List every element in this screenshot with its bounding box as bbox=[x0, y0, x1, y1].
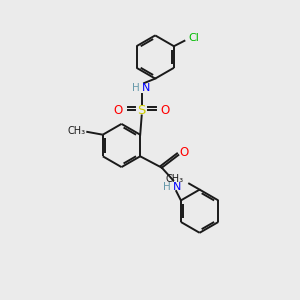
Text: O: O bbox=[180, 146, 189, 159]
Text: O: O bbox=[113, 103, 123, 117]
Text: CH₃: CH₃ bbox=[166, 174, 184, 184]
Text: N: N bbox=[173, 182, 181, 192]
Text: O: O bbox=[161, 103, 170, 117]
Text: N: N bbox=[142, 83, 150, 93]
Text: CH₃: CH₃ bbox=[68, 126, 86, 136]
Text: H: H bbox=[163, 182, 171, 192]
Text: H: H bbox=[132, 83, 140, 93]
Text: S: S bbox=[137, 103, 146, 117]
Text: Cl: Cl bbox=[189, 33, 200, 43]
